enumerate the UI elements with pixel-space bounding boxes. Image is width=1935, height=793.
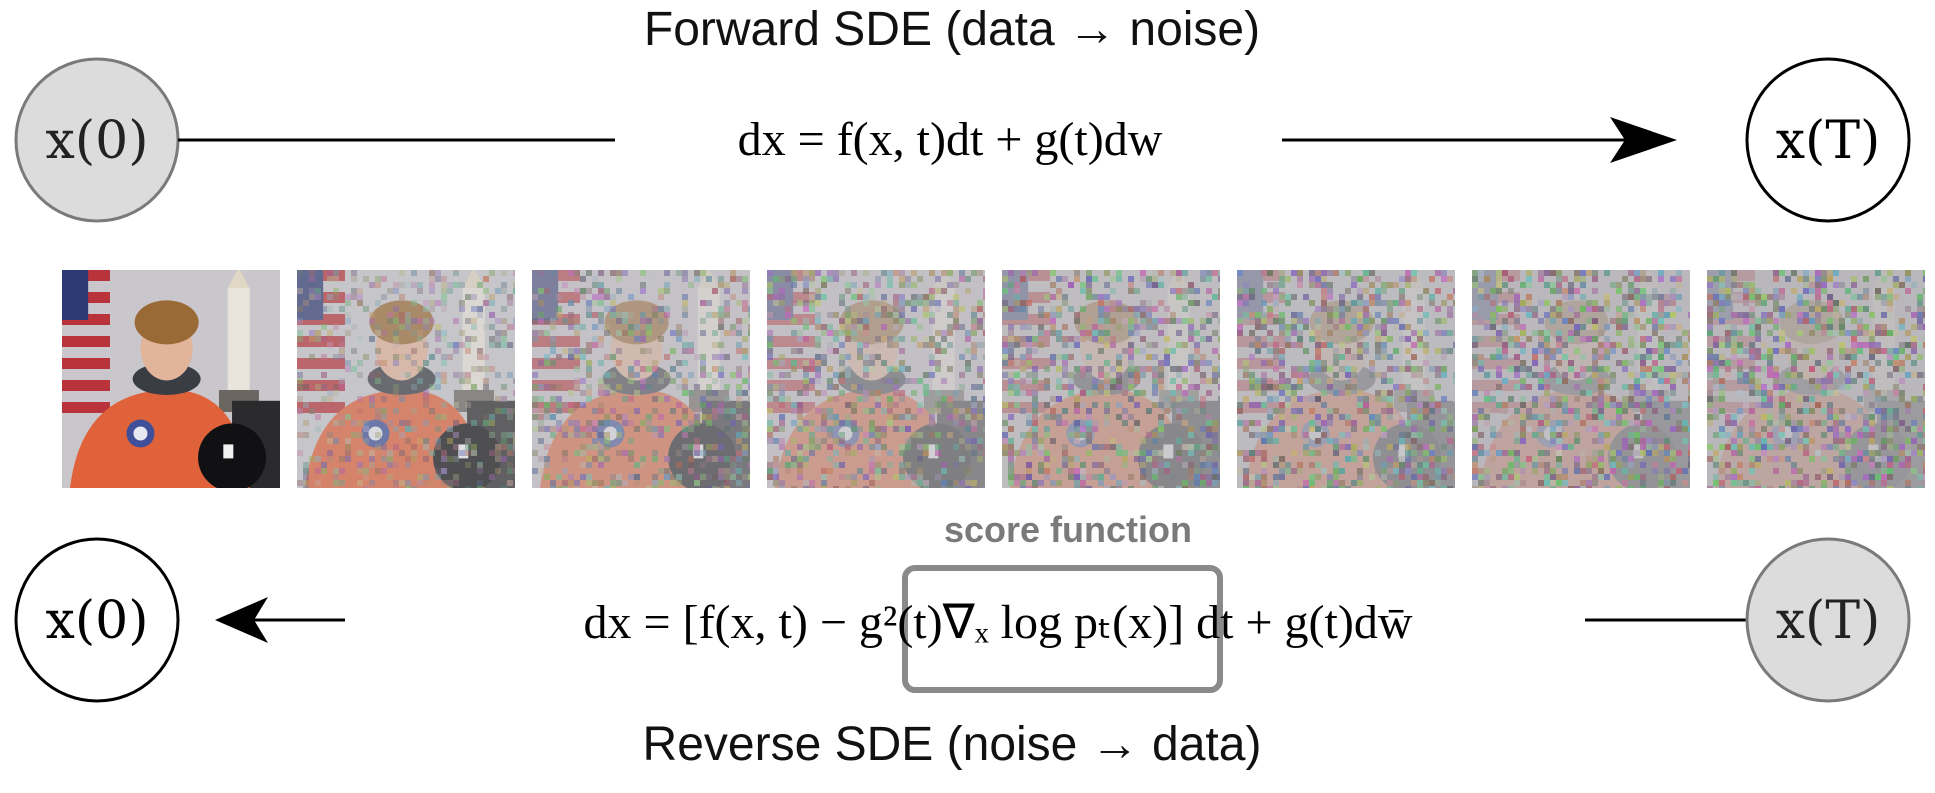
noise-frame <box>1707 270 1925 488</box>
forward-end-node <box>1745 57 1911 223</box>
forward-equation: dx = f(x, t)dt + g(t)dw <box>738 113 1163 166</box>
score-function-box <box>902 565 1223 693</box>
forward-end-node-label: x(T) <box>1776 111 1881 171</box>
forward-start-node-label: x(0) <box>46 111 149 171</box>
noise-frame <box>767 270 985 488</box>
forward-title: Forward SDE (data → noise) <box>644 3 1260 56</box>
noise-frame <box>297 270 515 488</box>
noise-frame <box>532 270 750 488</box>
reverse-start-node-label: x(T) <box>1776 591 1881 651</box>
reverse-equation: dx = [f(x, t) − g²(t)∇ₓ log pₜ(x)] dt + … <box>584 596 1413 649</box>
reverse-end-node-label: x(0) <box>46 591 149 651</box>
noise-frame <box>1002 270 1220 488</box>
score-function-label: score function <box>944 509 1192 550</box>
reverse-start-node <box>1745 537 1911 703</box>
reverse-title: Reverse SDE (noise → data) <box>643 718 1262 771</box>
reverse-arrowhead <box>215 597 268 643</box>
noise-frame <box>62 270 280 488</box>
reverse-end-node <box>14 537 180 703</box>
noise-frames-strip <box>62 270 1925 488</box>
noise-frame <box>1472 270 1690 488</box>
forward-arrowhead <box>1610 117 1677 163</box>
noise-frame <box>1237 270 1455 488</box>
